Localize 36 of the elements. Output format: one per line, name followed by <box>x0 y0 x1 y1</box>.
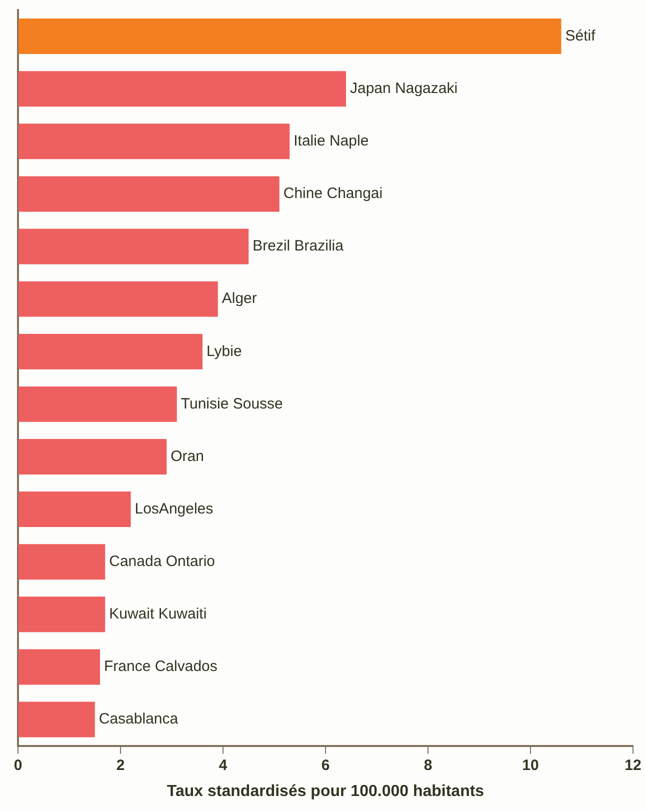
x-tick-label: 10 <box>522 756 539 774</box>
y-tick-label: France Calvados <box>104 658 218 676</box>
bar <box>18 71 346 107</box>
bar <box>18 124 290 160</box>
bar <box>18 228 249 264</box>
y-tick-label: Italie Naple <box>294 132 369 150</box>
bar <box>18 544 106 580</box>
x-axis-title: Taux standardisés pour 100.000 habitants <box>166 782 484 800</box>
x-tick-label: 0 <box>14 756 22 774</box>
bar <box>18 439 167 474</box>
y-tick-label: Canada Ontario <box>109 552 216 570</box>
bar <box>18 281 218 317</box>
y-tick-label: Brezil Brazilia <box>252 238 344 255</box>
bar <box>18 492 131 528</box>
y-tick-label: Casablanca <box>98 710 179 728</box>
y-tick-label: Lybie <box>206 342 242 360</box>
y-tick-label: Tunisie Sousse <box>180 395 283 412</box>
y-tick-label: Japan Nagazaki <box>350 80 458 97</box>
bar <box>18 596 106 632</box>
bar <box>18 386 177 422</box>
bar <box>18 176 280 212</box>
bar <box>18 702 95 738</box>
bar <box>18 334 202 370</box>
y-tick-label: Oran <box>170 448 204 465</box>
y-tick-label: Alger <box>222 290 257 308</box>
y-tick-label: Kuwait Kuwaiti <box>109 606 207 623</box>
bar <box>18 649 100 685</box>
x-tick-label: 6 <box>321 756 330 774</box>
x-tick-label: 8 <box>424 756 432 774</box>
y-tick-label: Sétif <box>565 27 596 44</box>
y-tick-label: Chine Changai <box>283 185 383 202</box>
x-tick-label: 4 <box>218 756 228 774</box>
x-tick-label: 2 <box>116 756 125 774</box>
y-tick-label: LosAngeles <box>134 500 214 518</box>
x-tick-label: 12 <box>624 756 642 774</box>
bar <box>18 18 562 54</box>
